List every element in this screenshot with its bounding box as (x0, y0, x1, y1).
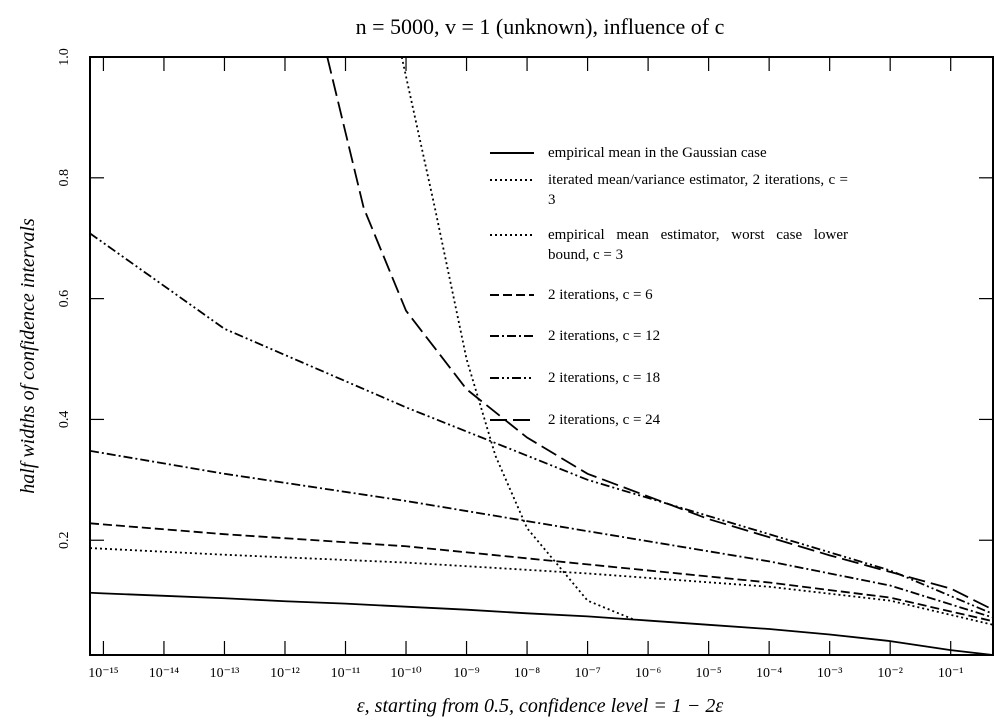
y-tick-label: 0.6 (57, 290, 72, 308)
legend-label: 2 iterations, c = 12 (548, 328, 661, 344)
y-axis-label: half widths of confidence intervals (17, 218, 39, 494)
legend-swatch (490, 294, 534, 296)
y-tick-label: 0.8 (57, 169, 72, 187)
x-axis-label: ε, starting from 0.5, confidence level =… (357, 695, 724, 717)
series-line (90, 232, 993, 615)
plot-frame (89, 56, 994, 656)
series-line (90, 449, 993, 619)
legend-item: empirical mean in the Gaussian case (490, 143, 930, 163)
legend-item: iterated mean/variance estimator, 2 iter… (490, 170, 930, 210)
x-tick-label: 10⁻⁵ (695, 666, 721, 681)
x-tick-label: 10⁻¹³ (210, 666, 240, 681)
legend-swatch (490, 335, 534, 337)
legend-item: 2 iterations, c = 18 (490, 368, 930, 388)
legend-swatch (490, 234, 534, 236)
x-tick-label: 10⁻⁹ (453, 666, 479, 681)
x-tick-label: 10⁻⁷ (574, 666, 600, 681)
legend-label: 2 iterations, c = 24 (548, 412, 661, 428)
chart-title: n = 5000, v = 1 (unknown), influence of … (356, 14, 725, 39)
x-tick-label: 10⁻⁶ (635, 666, 661, 681)
x-tick-label: 10⁻¹ (938, 666, 964, 681)
legend-label: iterated mean/variance estimator, 2 iter… (548, 172, 848, 208)
x-tick-label: 10⁻³ (817, 666, 843, 681)
y-tick-label: 0.4 (57, 411, 72, 429)
legend-label: 2 iterations, c = 18 (548, 370, 661, 386)
legend-item: 2 iterations, c = 12 (490, 326, 930, 346)
legend-swatch (490, 152, 534, 154)
x-tick-label: 10⁻¹⁵ (88, 666, 119, 681)
series-line (90, 522, 993, 623)
x-tick-label: 10⁻⁴ (756, 666, 782, 681)
legend-label: empirical mean in the Gaussian case (548, 145, 767, 161)
series-line (326, 57, 993, 611)
legend-label: empirical mean estimator, worst case low… (548, 227, 848, 263)
legend-label: 2 iterations, c = 6 (548, 287, 653, 303)
x-tick-label: 10⁻⁸ (514, 666, 540, 681)
legend-item: empirical mean estimator, worst case low… (490, 225, 930, 265)
legend-swatch (490, 377, 534, 379)
x-tick-label: 10⁻¹⁴ (149, 666, 180, 681)
legend-item: 2 iterations, c = 24 (490, 410, 930, 430)
series-line (90, 591, 993, 655)
x-tick-label: 10⁻² (877, 666, 903, 681)
y-tick-label: 0.2 (57, 531, 72, 549)
legend-swatch (490, 419, 534, 421)
x-tick-label: 10⁻¹⁰ (390, 666, 422, 681)
legend-swatch (490, 179, 534, 181)
x-tick-label: 10⁻¹² (270, 666, 300, 681)
x-tick-label: 10⁻¹¹ (331, 666, 361, 681)
legend-item: 2 iterations, c = 6 (490, 285, 930, 305)
y-tick-label: 1.0 (57, 48, 72, 66)
